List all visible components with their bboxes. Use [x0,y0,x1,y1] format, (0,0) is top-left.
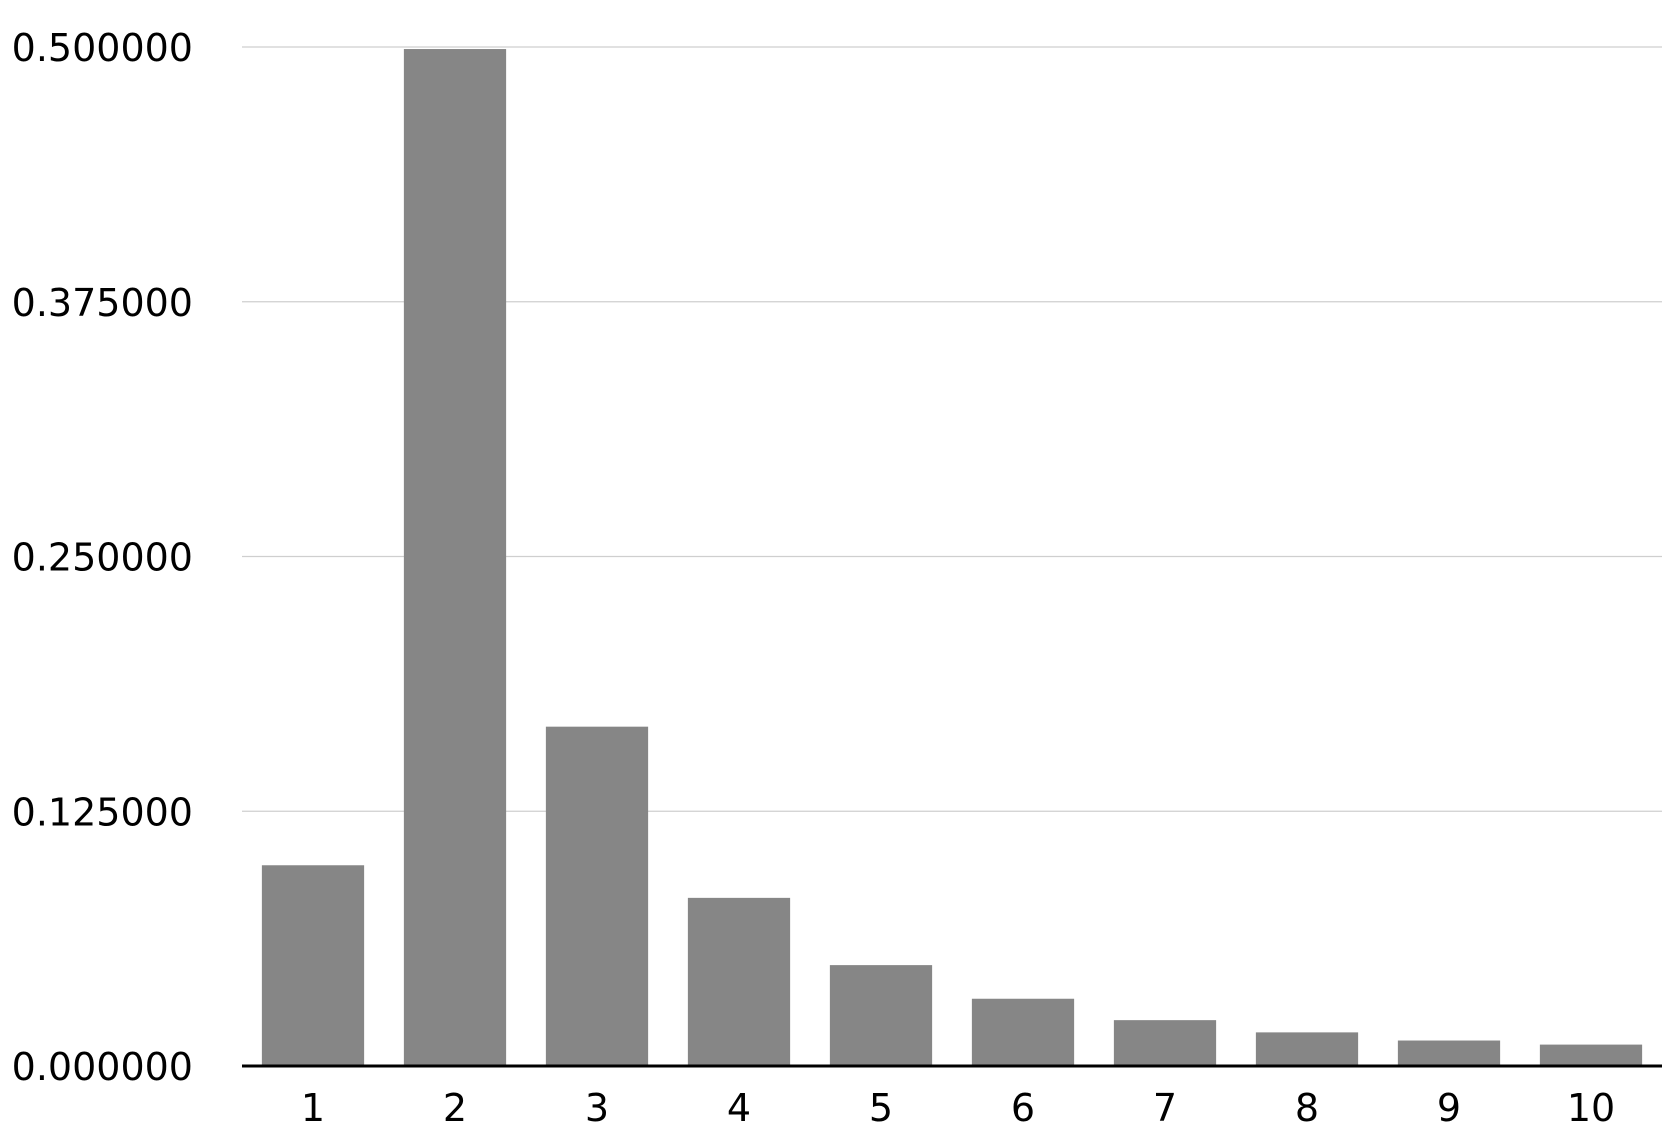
x-tick-label: 4 [727,1086,751,1130]
x-axis-tick-labels: 1 2 3 4 5 6 7 8 9 10 [301,1086,1615,1130]
x-tick-label: 6 [1011,1086,1035,1130]
x-tick-label: 1 [301,1086,325,1130]
bar-7 [1113,1020,1217,1066]
y-tick-label: 0.375000 [12,281,193,325]
x-tick-label: 7 [1153,1086,1177,1130]
y-tick-label: 0.000000 [12,1045,193,1089]
bar-10 [1539,1044,1643,1066]
bar-3 [545,726,649,1066]
bar-4 [687,897,791,1066]
y-tick-label: 0.250000 [12,536,193,580]
bar-5 [829,965,933,1066]
y-tick-label: 0.500000 [12,26,193,70]
bars [261,49,1643,1066]
bar-2 [403,49,507,1066]
x-tick-label: 5 [869,1086,893,1130]
bar-9 [1397,1040,1501,1066]
x-tick-label: 3 [585,1086,609,1130]
x-tick-label: 8 [1295,1086,1319,1130]
bar-6 [971,998,1075,1066]
y-axis-tick-labels: 0.000000 0.125000 0.250000 0.375000 0.500000 [12,26,193,1089]
x-tick-label: 10 [1567,1086,1615,1130]
bar-8 [1255,1032,1359,1066]
bar-1 [261,865,365,1066]
y-tick-label: 0.125000 [12,790,193,834]
x-tick-label: 9 [1437,1086,1461,1130]
x-tick-label: 2 [443,1086,467,1130]
